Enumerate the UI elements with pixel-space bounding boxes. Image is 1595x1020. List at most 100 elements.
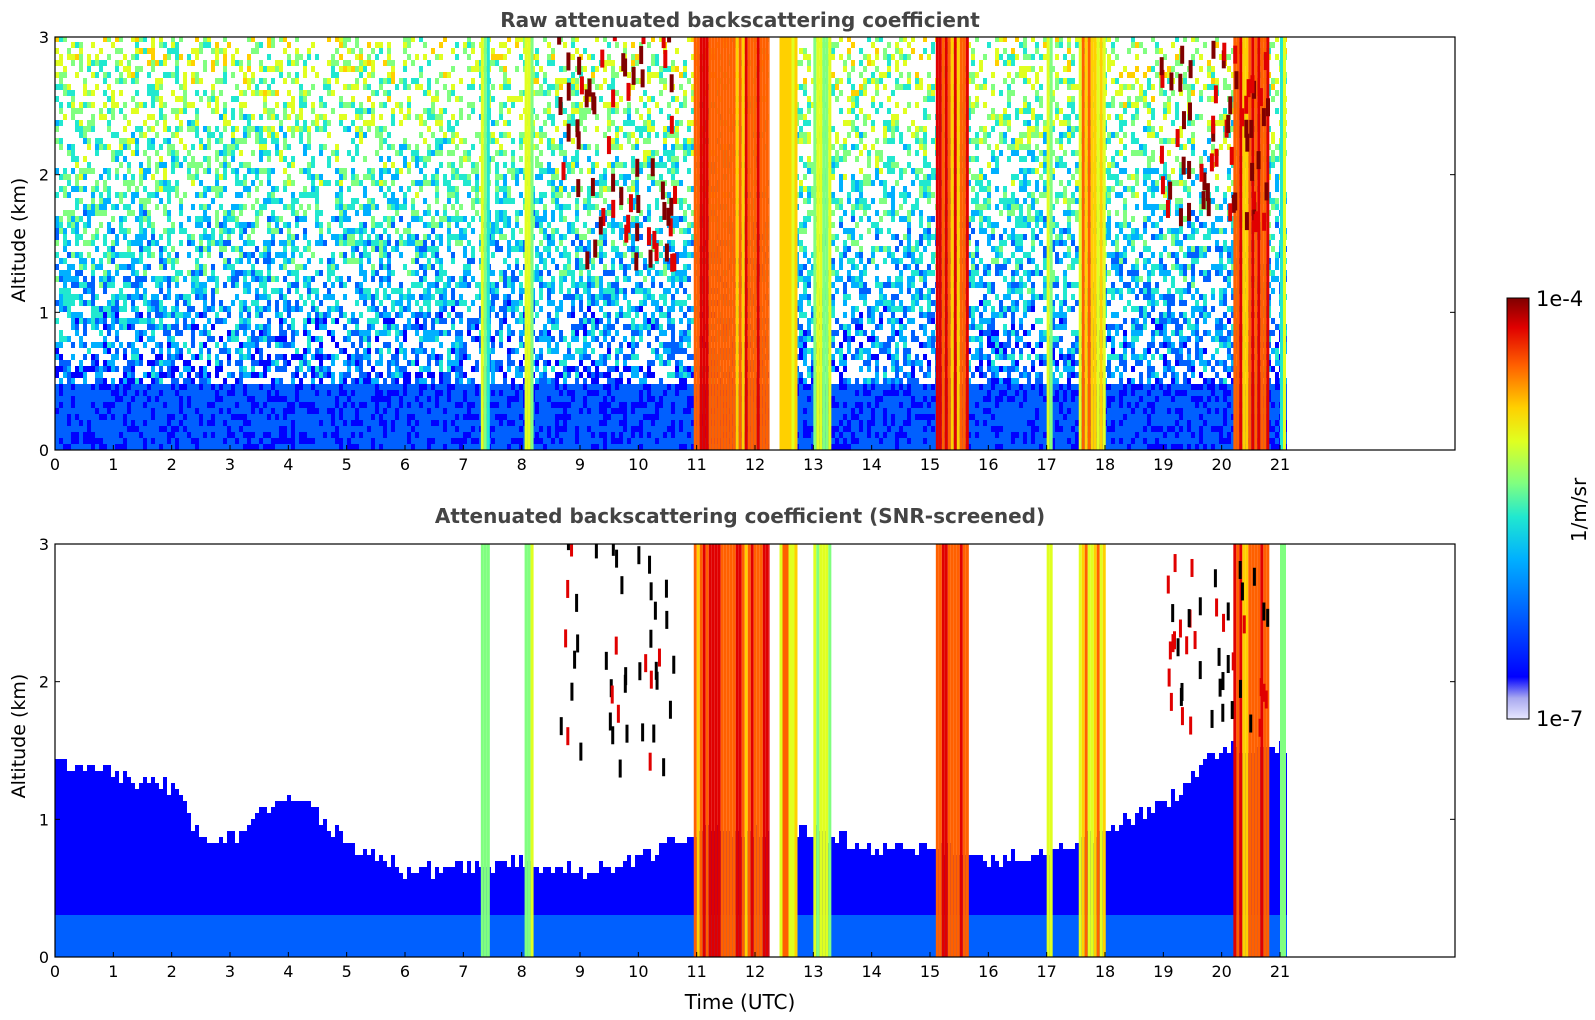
backscatter-cell	[471, 66, 475, 72]
backscatter-cell	[187, 426, 191, 432]
backscatter-cell	[415, 414, 419, 420]
backscatter-cell	[291, 378, 295, 384]
backscatter-cell	[175, 330, 179, 336]
backscatter-cell	[131, 264, 135, 270]
backscatter-cell	[251, 426, 255, 432]
backscatter-cell	[459, 228, 463, 234]
backscatter-cell	[339, 402, 343, 408]
backscatter-cell	[299, 444, 303, 450]
backscatter-cell	[387, 54, 391, 60]
backscatter-cell	[303, 300, 307, 306]
backscatter-cell	[111, 156, 115, 162]
backscatter-cell	[555, 390, 559, 396]
backscatter-cell	[515, 240, 519, 246]
backscatter-cell	[303, 384, 307, 390]
backscatter-cell	[215, 108, 219, 114]
backscatter-cell	[539, 348, 543, 354]
backscatter-cell	[95, 420, 99, 426]
backscatter-cell	[375, 372, 379, 378]
backscatter-cell	[467, 414, 471, 420]
backscatter-cell	[407, 318, 411, 324]
backscatter-cell	[559, 84, 563, 90]
backscatter-cell	[407, 324, 411, 330]
backscatter-cell	[195, 372, 199, 378]
backscatter-cell	[203, 126, 207, 132]
backscatter-cell	[87, 420, 91, 426]
backscatter-cell	[67, 174, 71, 180]
backscatter-cell	[71, 96, 75, 102]
backscatter-cell	[391, 120, 395, 126]
backscatter-cell	[335, 402, 339, 408]
backscatter-cell	[491, 414, 495, 420]
backscatter-cell	[91, 300, 95, 306]
backscatter-cell	[127, 426, 131, 432]
backscatter-cell	[103, 342, 107, 348]
backscatter-cell	[403, 240, 407, 246]
backscatter-cell	[139, 330, 143, 336]
backscatter-cell	[67, 90, 71, 96]
backscatter-cell	[275, 228, 279, 234]
backscatter-cell	[455, 282, 459, 288]
backscatter-cell	[83, 186, 87, 192]
backscatter-cell	[179, 426, 183, 432]
backscatter-cell	[415, 444, 419, 450]
backscatter-cell	[167, 282, 171, 288]
backscatter-cell	[79, 66, 83, 72]
backscatter-cell	[519, 54, 523, 60]
backscatter-cell	[475, 192, 479, 198]
backscatter-cell	[567, 372, 571, 378]
backscatter-cell	[175, 318, 179, 324]
backscatter-cell	[207, 378, 211, 384]
backscatter-cell	[191, 342, 195, 348]
backscatter-cell	[151, 348, 155, 354]
backscatter-cell	[139, 222, 143, 228]
backscatter-cell	[559, 78, 563, 84]
backscatter-cell	[535, 390, 539, 396]
backscatter-cell	[431, 390, 435, 396]
backscatter-cell	[195, 444, 199, 450]
backscatter-cell	[59, 270, 63, 276]
backscatter-cell	[183, 390, 187, 396]
backscatter-cell	[123, 432, 127, 438]
backscatter-cell	[263, 336, 267, 342]
backscatter-cell	[507, 78, 511, 84]
backscatter-cell	[159, 246, 163, 252]
backscatter-cell	[91, 438, 95, 444]
backscatter-cell	[291, 336, 295, 342]
backscatter-cell	[331, 54, 335, 60]
backscatter-cell	[455, 438, 459, 444]
backscatter-cell	[203, 402, 207, 408]
backscatter-cell	[119, 306, 123, 312]
backscatter-cell	[319, 312, 323, 318]
backscatter-cell	[307, 240, 311, 246]
backscatter-cell	[63, 240, 67, 246]
backscatter-cell	[451, 360, 455, 366]
backscatter-cell	[347, 126, 351, 132]
backscatter-cell	[83, 258, 87, 264]
backscatter-cell	[275, 432, 279, 438]
backscatter-cell	[343, 312, 347, 318]
backscatter-cell	[475, 282, 479, 288]
backscatter-cell	[151, 114, 155, 120]
backscatter-cell	[399, 444, 403, 450]
backscatter-cell	[59, 408, 63, 414]
backscatter-cell	[563, 252, 567, 258]
backscatter-cell	[423, 174, 427, 180]
backscatter-cell	[279, 396, 283, 402]
backscatter-cell	[71, 372, 75, 378]
backscatter-cell	[355, 402, 359, 408]
backscatter-cell	[131, 438, 135, 444]
backscatter-cell	[167, 48, 171, 54]
backscatter-cell	[515, 306, 519, 312]
backscatter-cell	[287, 240, 291, 246]
backscatter-cell	[375, 402, 379, 408]
backscatter-cell	[251, 414, 255, 420]
backscatter-cell	[363, 384, 367, 390]
backscatter-cell	[235, 402, 239, 408]
backscatter-cell	[235, 204, 239, 210]
backscatter-cell	[279, 384, 283, 390]
backscatter-cell	[111, 252, 115, 258]
backscatter-cell	[503, 186, 507, 192]
backscatter-cell	[387, 444, 391, 450]
backscatter-cell	[403, 204, 407, 210]
